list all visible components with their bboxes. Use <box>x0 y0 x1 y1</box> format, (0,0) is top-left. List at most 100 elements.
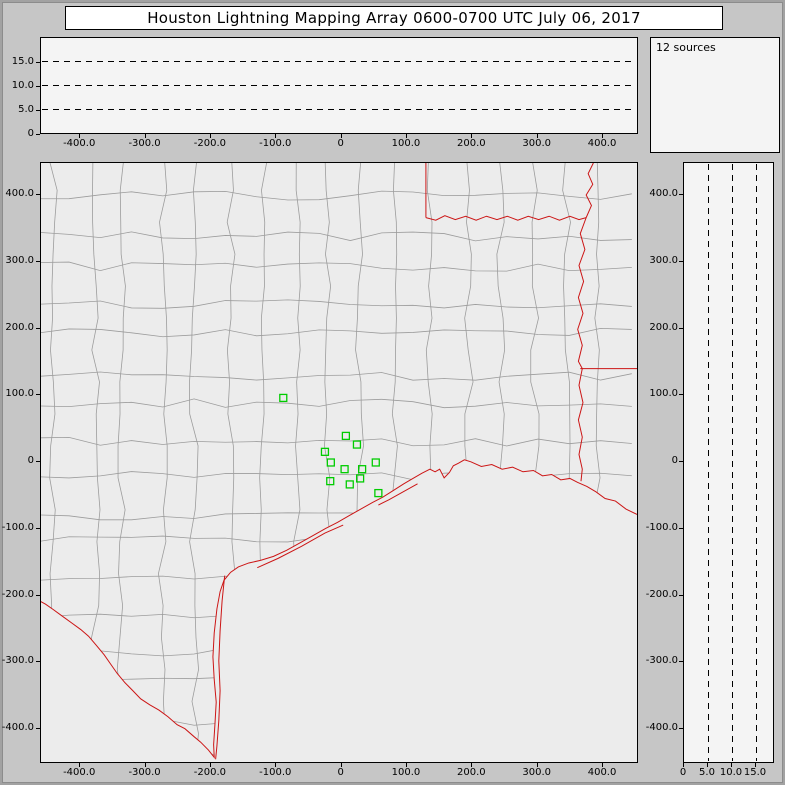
tick-label: -300.0 <box>645 655 678 667</box>
tick-mark <box>471 134 473 138</box>
tick-mark <box>679 661 683 663</box>
tick-mark <box>144 134 146 138</box>
county-borders <box>41 163 632 758</box>
tick-label: 100.0 <box>391 138 421 149</box>
tick-mark <box>144 763 146 767</box>
tick-mark <box>36 194 40 196</box>
tick-label: 0 <box>337 767 344 778</box>
tick-label: 300.0 <box>5 254 34 266</box>
tick-label: 200.0 <box>5 321 34 333</box>
tick-mark <box>36 110 40 111</box>
tick-label: -100.0 <box>259 767 292 778</box>
tick-mark <box>36 594 40 596</box>
tick-label: -300.0 <box>1 655 34 667</box>
tick-mark <box>405 134 407 138</box>
tick-mark <box>679 260 683 262</box>
tick-label: 5.0 <box>18 104 34 115</box>
tick-label: 400.0 <box>649 188 678 200</box>
tick-label: 100.0 <box>649 388 678 400</box>
tick-mark <box>36 728 40 730</box>
tick-mark <box>679 527 683 529</box>
tick-mark <box>679 327 683 329</box>
lma-station-marker <box>345 480 354 489</box>
tick-mark <box>79 134 81 138</box>
tick-label: 10.0 <box>719 767 743 778</box>
altitude-gridline <box>42 109 636 110</box>
lma-station-marker <box>357 465 367 474</box>
source-count-label: 12 sources <box>656 41 716 54</box>
lma-station-marker <box>320 447 330 456</box>
tick-label: 5.0 <box>699 767 715 778</box>
tick-mark <box>275 763 277 767</box>
tick-mark <box>679 394 683 396</box>
tick-label: 300.0 <box>649 254 678 266</box>
tick-mark <box>679 461 683 463</box>
tick-label: 0 <box>337 138 344 149</box>
tick-mark <box>36 134 40 135</box>
tick-label: 15.0 <box>11 56 34 67</box>
tick-mark <box>602 763 604 767</box>
tick-mark <box>731 763 732 767</box>
lma-station-marker <box>279 393 288 403</box>
lma-stations <box>279 393 383 498</box>
tick-mark <box>471 763 473 767</box>
tick-label: -100.0 <box>1 521 34 533</box>
altitude-gridline <box>732 164 733 761</box>
tick-mark <box>679 194 683 196</box>
tick-mark <box>36 327 40 329</box>
tick-label: -400.0 <box>1 722 34 734</box>
tick-label: 15.0 <box>743 767 767 778</box>
tick-label: 300.0 <box>522 138 551 149</box>
lma-station-marker <box>341 431 351 441</box>
tick-mark <box>340 134 342 138</box>
lma-station-marker <box>352 440 362 449</box>
tick-label: -200.0 <box>645 588 678 600</box>
tick-label: 300.0 <box>522 767 551 778</box>
tick-label: 200.0 <box>649 321 678 333</box>
lma-station-marker <box>340 465 349 474</box>
plan-view-map-panel[interactable] <box>40 162 638 763</box>
window-title: Houston Lightning Mapping Array 0600-070… <box>147 9 641 27</box>
tick-mark <box>209 763 211 767</box>
tick-mark <box>36 62 40 63</box>
tick-label: 200.0 <box>457 138 486 149</box>
tick-mark <box>275 134 277 138</box>
altitude-gridline <box>708 164 709 761</box>
tick-mark <box>602 134 604 138</box>
tick-label: -200.0 <box>1 588 34 600</box>
lma-station-marker <box>326 477 335 486</box>
tick-label: -400.0 <box>63 767 96 778</box>
state-borders-coastline <box>41 163 637 760</box>
tick-label: 100.0 <box>5 388 34 400</box>
tick-label: -300.0 <box>128 138 161 149</box>
lma-station-marker <box>371 458 380 467</box>
tick-mark <box>36 86 40 87</box>
tick-label: 400.0 <box>5 188 34 200</box>
altitude-northsouth-panel[interactable] <box>683 162 774 763</box>
tick-mark <box>36 461 40 463</box>
map-canvas[interactable] <box>41 163 637 762</box>
tick-label: -200.0 <box>193 767 227 778</box>
tick-label: -400.0 <box>645 722 678 734</box>
altitude-gridline <box>42 61 636 62</box>
tick-mark <box>683 763 684 767</box>
tick-label: 200.0 <box>457 767 486 778</box>
altitude-gridline <box>756 164 757 761</box>
tick-label: 400.0 <box>587 138 617 149</box>
tick-label: -100.0 <box>259 138 292 149</box>
tick-label: 0 <box>679 767 687 778</box>
altitude-gridline <box>42 85 636 86</box>
tick-mark <box>209 134 211 138</box>
tick-label: 100.0 <box>391 767 421 778</box>
tick-mark <box>340 763 342 767</box>
tick-mark <box>79 763 81 767</box>
lma-station-marker <box>326 458 335 467</box>
tick-label: -400.0 <box>63 138 96 149</box>
lma-station-marker <box>374 488 383 498</box>
tick-mark <box>36 394 40 396</box>
tick-mark <box>755 763 756 767</box>
tick-mark <box>679 594 683 596</box>
altitude-eastwest-panel[interactable] <box>40 37 638 134</box>
title-bar: Houston Lightning Mapping Array 0600-070… <box>65 6 723 30</box>
